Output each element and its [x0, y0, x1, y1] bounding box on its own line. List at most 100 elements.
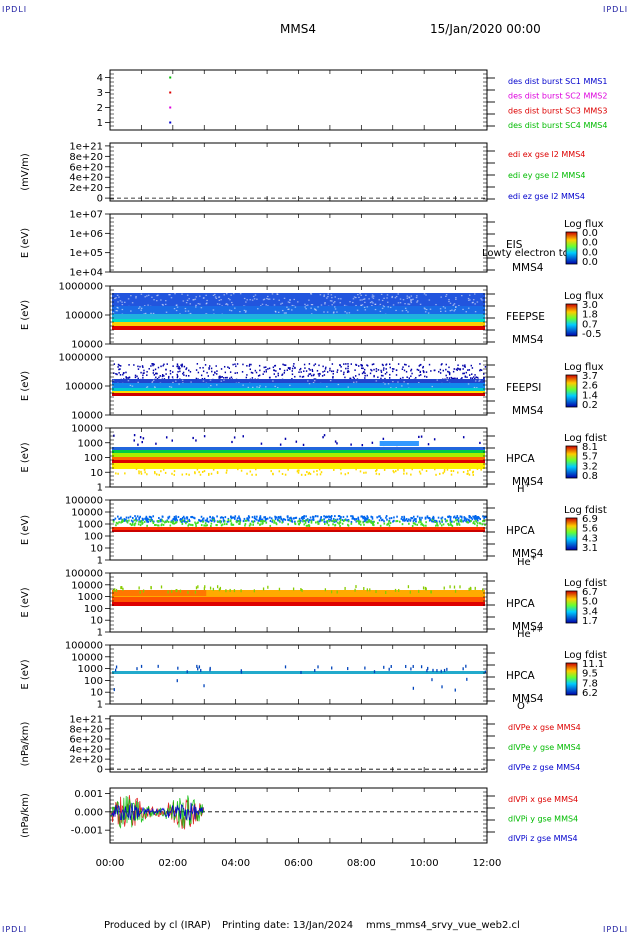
fdist-speck [433, 438, 436, 441]
noise-pixel [407, 303, 409, 305]
noise-pixel [117, 301, 119, 303]
noise-pixel [397, 381, 399, 383]
fdist-speck [463, 519, 466, 522]
noise-pixel [304, 306, 306, 308]
fdist-speck [209, 586, 212, 590]
flux-speck [380, 377, 382, 380]
flux-speck [123, 372, 125, 374]
fdist-speck [196, 521, 199, 524]
fdist-speck [157, 524, 159, 527]
fdist-speck [201, 518, 204, 521]
fdist-speck [468, 520, 471, 523]
noise-pixel [242, 384, 244, 386]
noise-pixel [389, 306, 392, 309]
fdist-speck [351, 515, 354, 518]
fdist-speck [128, 519, 130, 522]
flux-speck [452, 370, 455, 373]
fdist-speck [252, 520, 254, 523]
fdist-band [112, 457, 485, 460]
noise-pixel [157, 294, 159, 296]
noise-pixel [168, 386, 171, 388]
flux-speck [208, 367, 210, 369]
flux-speck [299, 375, 301, 378]
fdist-speck [401, 515, 403, 518]
fdist-speck [460, 515, 463, 518]
noise-pixel [140, 307, 143, 309]
flux-speck [182, 372, 184, 375]
legend-entry: dlVPe x gse MMS4 [508, 723, 581, 732]
fdist-speck [146, 520, 148, 523]
flux-speck [389, 373, 391, 376]
fdist-speck [403, 469, 405, 472]
fdist-speck [437, 516, 440, 519]
noise-pixel [186, 294, 189, 296]
fdist-speck [403, 517, 406, 520]
fdist-speck [418, 435, 420, 439]
flux-speck [325, 366, 327, 369]
flux-speck [468, 374, 471, 376]
flux-speck [464, 364, 466, 366]
fdist-speck [317, 522, 320, 525]
fdist-speck [472, 522, 475, 525]
fdist-speck [207, 520, 210, 523]
noise-pixel [116, 306, 118, 309]
fdist-speck [148, 515, 151, 518]
flux-speck [128, 364, 130, 366]
colorbar-tick-label: 0.0 [582, 228, 598, 239]
fdist-speck [483, 520, 486, 523]
noise-pixel [474, 311, 477, 313]
noise-pixel [334, 308, 337, 310]
fdist-speck [124, 519, 126, 522]
fdist-speck [216, 585, 219, 589]
noise-pixel [127, 380, 130, 382]
fdist-speck [416, 515, 419, 518]
y-tick-label: 2e+20 [69, 183, 103, 194]
noise-pixel [313, 380, 316, 382]
fdist-speck [115, 665, 118, 669]
fdist-speck [222, 516, 225, 519]
noise-pixel [210, 384, 212, 387]
fdist-speck [437, 524, 439, 527]
fdist-speck [390, 665, 392, 669]
flux-speck [152, 364, 154, 367]
fdist-speck [310, 521, 313, 524]
fdist-speck [197, 667, 199, 671]
noise-pixel [453, 310, 456, 312]
fdist-speck [173, 517, 176, 520]
flux-speck [383, 367, 385, 369]
noise-pixel [274, 385, 276, 388]
flux-speck [410, 369, 412, 372]
fdist-speck [280, 518, 283, 521]
flux-speck [474, 377, 476, 380]
flux-speck [265, 366, 267, 368]
fdist-speck [141, 522, 144, 525]
fdist-speck [233, 517, 236, 520]
flux-speck [178, 368, 180, 370]
flux-speck [442, 369, 444, 372]
fdist-speck [347, 524, 350, 527]
spacecraft-title: MMS4 [280, 22, 316, 36]
noise-pixel [467, 297, 470, 300]
noise-pixel [170, 386, 173, 388]
flux-speck [462, 368, 464, 370]
flux-speck [159, 375, 161, 377]
fdist-speck [400, 517, 403, 520]
noise-pixel [147, 294, 150, 296]
flux-speck [395, 369, 398, 372]
fdist-speck [247, 518, 249, 521]
flux-speck [312, 374, 315, 377]
noise-pixel [382, 305, 385, 307]
flux-speck [346, 371, 349, 373]
fdist-speck [339, 468, 342, 471]
fdist-speck [192, 436, 194, 440]
fdist-speck [200, 668, 202, 672]
noise-pixel [372, 297, 375, 299]
flux-speck [424, 375, 426, 378]
fdist-speck [459, 585, 461, 589]
flux-speck [299, 367, 302, 370]
footer-printing-date: Printing date: 13/Jan/2024 [222, 920, 354, 931]
noise-pixel [138, 307, 140, 309]
fdist-speck [474, 518, 476, 521]
